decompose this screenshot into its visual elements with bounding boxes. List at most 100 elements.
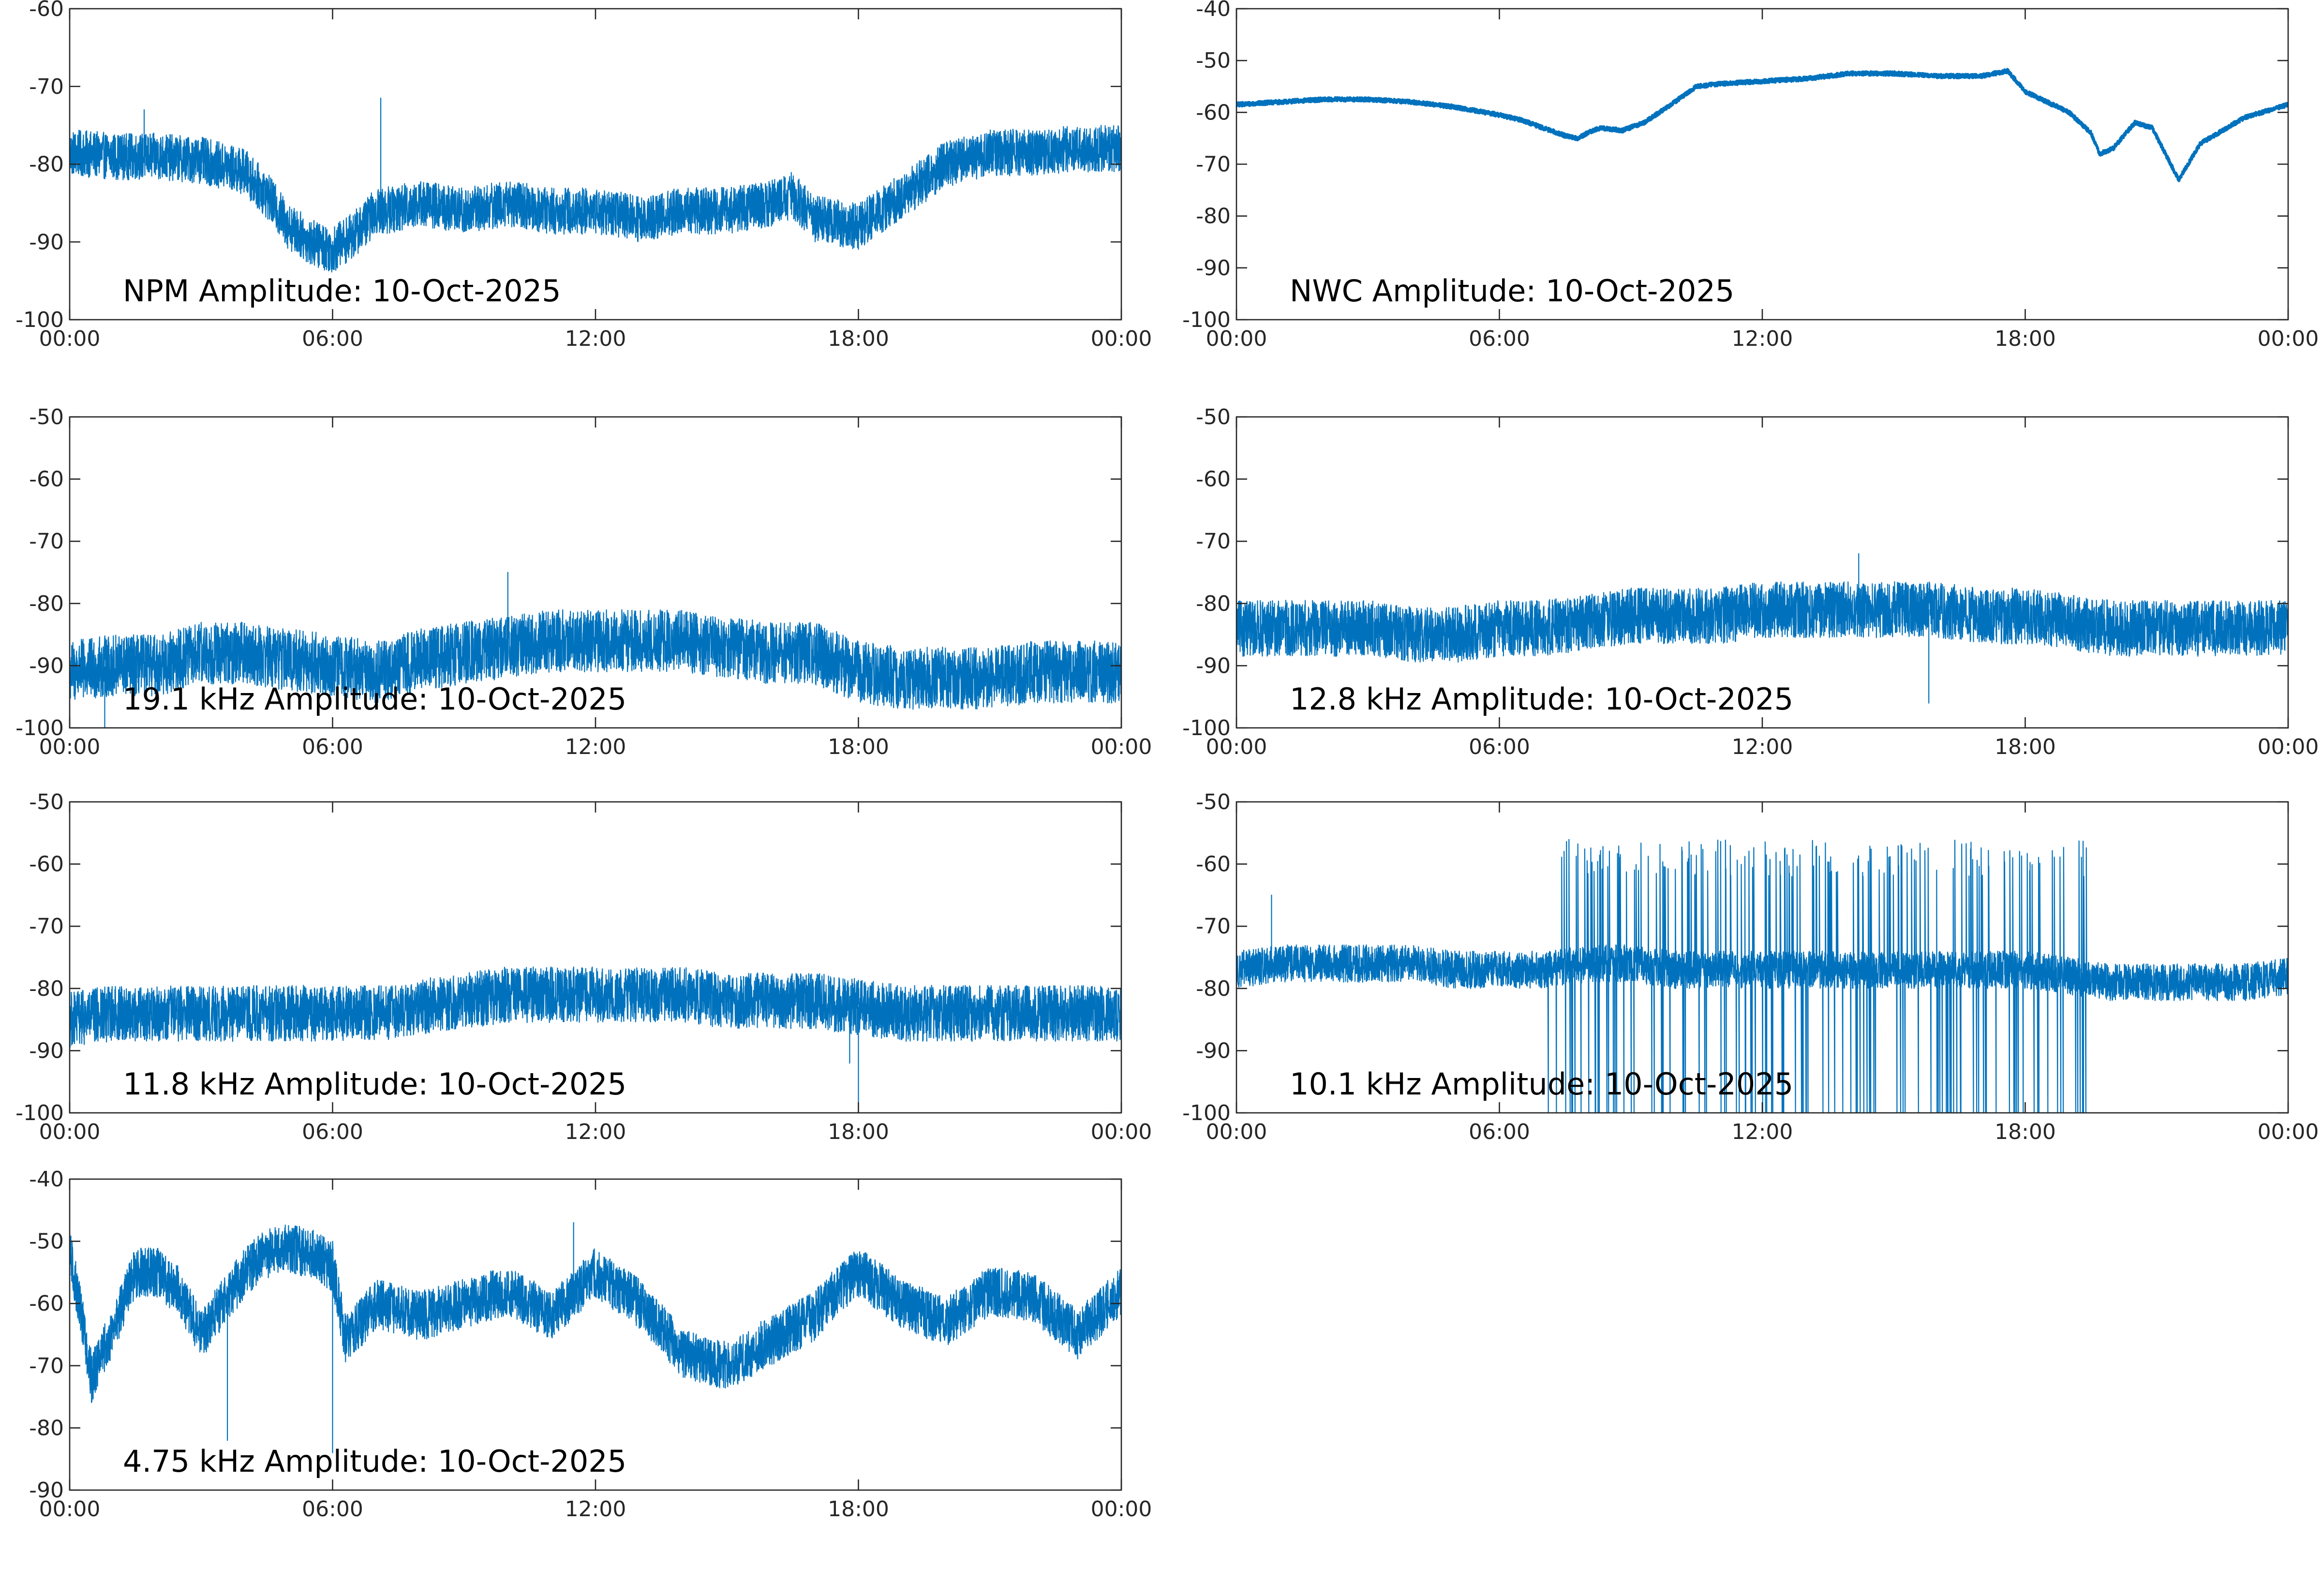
x-tick-label: 00:00: [2258, 1120, 2319, 1144]
x-tick-label: 12:00: [1732, 326, 1793, 351]
x-tick-label: 06:00: [1469, 1120, 1530, 1144]
x-tick-label: 12:00: [565, 1497, 626, 1522]
y-tick-label: -90: [29, 1038, 64, 1063]
x-tick-label: 12:00: [565, 735, 626, 759]
y-tick-label: -80: [29, 976, 64, 1001]
y-tick-label: -90: [1196, 653, 1231, 678]
y-tick-label: -80: [1196, 204, 1231, 229]
y-tick-label: -100: [15, 308, 64, 332]
x-tick-label: 00:00: [39, 1497, 101, 1522]
y-tick-label: -100: [1182, 716, 1231, 740]
panel-12-8-khz-amplitude: -100 -90 -80 -70 -60 -50 00:00 06:00 12:00 18:00 0…: [1182, 405, 2319, 759]
y-tick-label: -70: [29, 914, 64, 939]
y-tick-label: -100: [15, 716, 64, 740]
panel-19-1-khz-amplitude: -100 -90 -80 -70 -60 -50 00:00 06:00 12:00 18:00 0…: [15, 405, 1152, 759]
series-line-12-8-khz-amplitude: [1236, 553, 2288, 704]
y-tick-label: -100: [1182, 308, 1231, 332]
y-tick-label: -80: [29, 152, 64, 177]
y-tick-label: -70: [29, 74, 64, 99]
panel-4-75-khz-amplitude: -90 -80 -70 -60 -50 -40 00:00 06:00 12:00 18:00 00…: [29, 1167, 1152, 1522]
y-tick-label: -80: [29, 1416, 64, 1440]
x-tick-label: 00:00: [1206, 735, 1267, 759]
panel-11-8-khz-amplitude: -100 -90 -80 -70 -60 -50 00:00 06:00 12:00 18:00 0…: [15, 790, 1152, 1144]
y-tick-label: -60: [1196, 852, 1231, 877]
x-tick-label: 12:00: [565, 1120, 626, 1144]
x-tick-label: 18:00: [828, 1120, 889, 1144]
y-tick-label: -50: [29, 790, 64, 814]
y-tick-label: -50: [29, 1229, 64, 1254]
x-tick-label: 00:00: [1091, 735, 1152, 759]
series-line-npm-amplitude: [70, 97, 1121, 273]
x-tick-label: 18:00: [1995, 1120, 2056, 1144]
series-line-4-75-khz-amplitude: [70, 1222, 1121, 1453]
x-tick-label: 12:00: [1732, 735, 1793, 759]
y-tick-label: -90: [29, 653, 64, 678]
y-tick-label: -60: [1196, 467, 1231, 492]
panel-10-1-khz-amplitude: -100 -90 -80 -70 -60 -50 00:00 06:00 12:00 18:00 0…: [1182, 790, 2319, 1144]
x-tick-label: 00:00: [2258, 326, 2319, 351]
y-tick-label: -90: [29, 230, 64, 254]
x-tick-label: 06:00: [1469, 735, 1530, 759]
y-tick-label: -80: [1196, 976, 1231, 1001]
x-tick-label: 00:00: [1091, 1120, 1152, 1144]
y-tick-label: -50: [1196, 790, 1231, 814]
y-tick-label: -70: [29, 1354, 64, 1378]
y-tick-label: -100: [15, 1101, 64, 1125]
series-line-11-8-khz-amplitude: [70, 966, 1121, 1113]
panel-container: -100 -90 -80 -70 -60 00:00 06:00 12:00 18:00 00:0…: [15, 0, 2319, 1522]
x-tick-label: 00:00: [1091, 326, 1152, 351]
y-tick-label: -60: [29, 0, 64, 21]
y-tick-label: -60: [1196, 100, 1231, 125]
x-tick-label: 18:00: [828, 1497, 889, 1522]
x-tick-label: 06:00: [302, 1120, 363, 1144]
y-tick-label: -60: [29, 852, 64, 877]
y-tick-label: -80: [1196, 591, 1231, 616]
panel-npm-amplitude: -100 -90 -80 -70 -60 00:00 06:00 12:00 18:00 00:0…: [15, 0, 1152, 351]
y-tick-label: -60: [29, 467, 64, 492]
y-tick-label: -50: [1196, 48, 1231, 73]
y-tick-label: -90: [1196, 1038, 1231, 1063]
y-tick-label: -100: [1182, 1101, 1231, 1125]
x-tick-label: 00:00: [2258, 735, 2319, 759]
x-tick-label: 18:00: [1995, 326, 2056, 351]
x-tick-label: 00:00: [1206, 1120, 1267, 1144]
panel-title: 11.8 kHz Amplitude: 10-Oct-2025: [123, 1066, 626, 1102]
y-tick-label: -70: [1196, 152, 1231, 177]
x-tick-label: 00:00: [1206, 326, 1267, 351]
y-tick-label: -80: [29, 591, 64, 616]
y-tick-label: -50: [29, 405, 64, 429]
panel-nwc-amplitude: -100 -90 -80 -70 -60 -50 -40 00:00 06:00 12:00 18:…: [1182, 0, 2319, 351]
series-line-19-1-khz-amplitude: [70, 572, 1121, 728]
y-tick-label: -70: [1196, 914, 1231, 939]
series-line-nwc-amplitude: [1236, 68, 2288, 182]
x-tick-label: 06:00: [302, 735, 363, 759]
x-tick-label: 12:00: [1732, 1120, 1793, 1144]
panel-title: NPM Amplitude: 10-Oct-2025: [123, 273, 561, 309]
y-tick-label: -50: [1196, 405, 1231, 429]
y-tick-label: -70: [29, 529, 64, 554]
y-tick-label: -40: [29, 1167, 64, 1192]
y-tick-label: -60: [29, 1291, 64, 1316]
x-tick-label: 12:00: [565, 326, 626, 351]
x-tick-label: 18:00: [828, 735, 889, 759]
x-tick-label: 18:00: [1995, 735, 2056, 759]
x-tick-label: 06:00: [1469, 326, 1530, 351]
x-tick-label: 06:00: [302, 1497, 363, 1522]
x-tick-label: 00:00: [1091, 1497, 1152, 1522]
panel-title: 10.1 kHz Amplitude: 10-Oct-2025: [1290, 1066, 1793, 1102]
series-line-10-1-khz-amplitude: [1236, 839, 2288, 1113]
y-tick-label: -40: [1196, 0, 1231, 21]
panel-title: 19.1 kHz Amplitude: 10-Oct-2025: [123, 681, 626, 717]
x-tick-label: 00:00: [39, 1120, 101, 1144]
x-tick-label: 00:00: [39, 326, 101, 351]
panel-title: NWC Amplitude: 10-Oct-2025: [1290, 273, 1734, 309]
x-tick-label: 18:00: [828, 326, 889, 351]
panel-title: 12.8 kHz Amplitude: 10-Oct-2025: [1290, 681, 1793, 717]
y-tick-label: -70: [1196, 529, 1231, 554]
x-tick-label: 00:00: [39, 735, 101, 759]
y-tick-label: -90: [1196, 256, 1231, 281]
panel-title: 4.75 kHz Amplitude: 10-Oct-2025: [123, 1444, 626, 1479]
y-tick-label: -90: [29, 1478, 64, 1503]
x-tick-label: 06:00: [302, 326, 363, 351]
